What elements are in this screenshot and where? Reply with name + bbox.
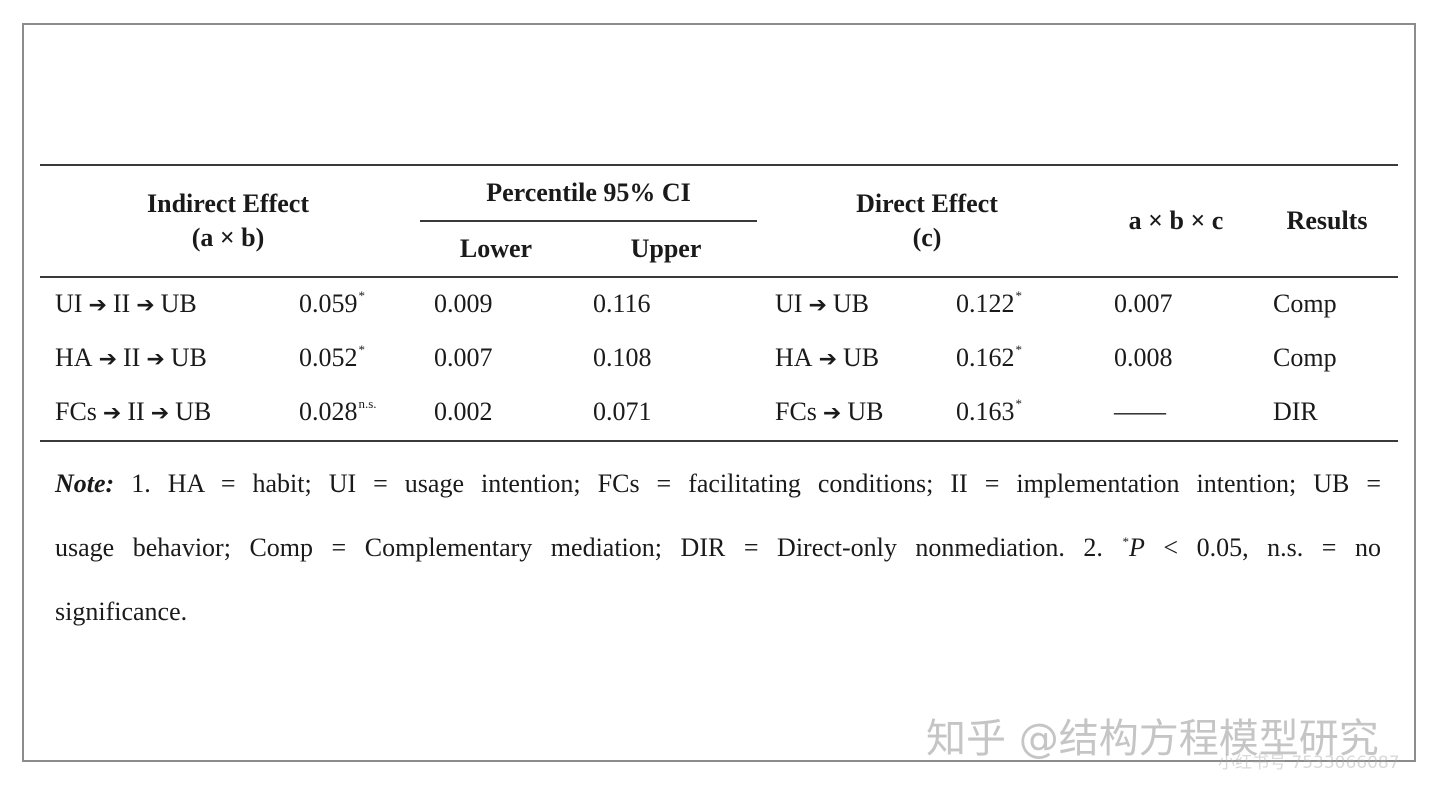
indirect-path: FCs ➔ II ➔ UB xyxy=(55,399,211,425)
path-node: HA xyxy=(775,343,813,372)
p-value-symbol: P xyxy=(1128,533,1145,562)
direct-path: FCs ➔ UB xyxy=(775,399,883,425)
path-node: UI xyxy=(775,289,803,318)
indirect-value: 0.028n.s. xyxy=(299,396,377,426)
path-node: HA xyxy=(55,343,93,372)
ci-upper: 0.108 xyxy=(593,343,652,372)
direct-path: UI ➔ UB xyxy=(775,291,869,317)
header-percentile-ci: Percentile 95% CI xyxy=(486,178,691,207)
arrow-right-icon: ➔ xyxy=(808,293,827,318)
header-lower: Lower xyxy=(459,234,533,263)
indirect-path: HA ➔ II ➔ UB xyxy=(55,345,207,371)
path-node: UB xyxy=(175,397,212,426)
header-direct-effect: Direct Effect (c) xyxy=(800,187,1054,255)
result-value: Comp xyxy=(1273,289,1337,318)
ci-lower: 0.009 xyxy=(434,289,493,318)
ci-lower: 0.007 xyxy=(434,343,493,372)
note-line-3: significance. xyxy=(55,597,188,626)
path-node: FCs xyxy=(775,397,817,426)
note-line-1-text: 1. HA = habit; UI = usage intention; FCs… xyxy=(131,469,1381,498)
direct-value-number: 0.163 xyxy=(956,397,1015,426)
note-label: Note: xyxy=(55,469,114,498)
header-bottom-rule xyxy=(40,276,1398,278)
arrow-right-icon: ➔ xyxy=(136,293,155,318)
arrow-right-icon: ➔ xyxy=(822,401,842,426)
direct-value-number: 0.122 xyxy=(956,289,1015,318)
arrow-right-icon: ➔ xyxy=(98,347,117,372)
path-node: UI xyxy=(55,289,83,318)
indirect-value: 0.059* xyxy=(299,288,366,318)
path-node: UB xyxy=(847,397,884,426)
significance-marker: n.s. xyxy=(358,396,377,411)
indirect-path: UI ➔ II ➔ UB xyxy=(55,291,197,317)
header-direct-effect-label: Direct Effect xyxy=(856,189,998,218)
watermark-main: 知乎 @结构方程模型研究 xyxy=(926,716,1379,762)
path-node: UB xyxy=(170,343,207,372)
path-node: UB xyxy=(843,343,880,372)
significance-marker: * xyxy=(1015,288,1023,303)
path-node: UB xyxy=(160,289,197,318)
abc-value: —— xyxy=(1114,397,1166,426)
path-node: II xyxy=(127,397,145,426)
header-indirect-effect-sub: (a × b) xyxy=(191,223,265,252)
header-indirect-effect-label: Indirect Effect xyxy=(147,189,309,218)
path-node: II xyxy=(123,343,141,372)
header-direct-effect-sub: (c) xyxy=(912,223,942,252)
path-node: FCs xyxy=(55,397,97,426)
note-line-2: usage behavior; Comp = Complementary med… xyxy=(55,516,1381,580)
arrow-right-icon: ➔ xyxy=(102,401,122,426)
table-note: Note: 1. HA = habit; UI = usage intentio… xyxy=(55,452,1381,644)
direct-value-number: 0.162 xyxy=(956,343,1015,372)
abc-value: 0.007 xyxy=(1114,289,1173,318)
arrow-right-icon: ➔ xyxy=(818,347,837,372)
header-indirect-effect: Indirect Effect (a × b) xyxy=(100,187,356,255)
header-results: Results xyxy=(1286,206,1368,235)
significance-marker: * xyxy=(1015,342,1023,357)
indirect-value: 0.052* xyxy=(299,342,366,372)
ci-upper: 0.071 xyxy=(593,397,652,426)
significance-marker: * xyxy=(358,342,366,357)
note-line-2-text-b: < 0.05, n.s. = no xyxy=(1163,533,1382,562)
direct-path: HA ➔ UB xyxy=(775,345,879,371)
note-label-text: Note: xyxy=(55,469,115,498)
result-value: Comp xyxy=(1273,343,1337,372)
page-frame xyxy=(22,23,1416,762)
direct-value: 0.163* xyxy=(956,396,1023,426)
note-line-1: Note: 1. HA = habit; UI = usage intentio… xyxy=(55,452,1381,516)
result-value: DIR xyxy=(1273,397,1318,426)
arrow-right-icon: ➔ xyxy=(146,347,165,372)
note-line-2-text-a: usage behavior; Comp = Complementary med… xyxy=(55,533,1103,562)
indirect-value-number: 0.028 xyxy=(299,397,358,426)
significance-marker: * xyxy=(1015,396,1023,411)
indirect-value-number: 0.059 xyxy=(299,289,358,318)
table-bottom-rule xyxy=(40,440,1398,442)
header-upper: Upper xyxy=(630,234,702,263)
path-node: UB xyxy=(832,289,869,318)
indirect-value-number: 0.052 xyxy=(299,343,358,372)
ci-span-rule xyxy=(420,220,757,222)
ci-upper: 0.116 xyxy=(593,289,651,318)
arrow-right-icon: ➔ xyxy=(88,293,107,318)
abc-value: 0.008 xyxy=(1114,343,1173,372)
path-node: II xyxy=(112,289,131,318)
header-abc: a × b × c xyxy=(1128,206,1224,235)
significance-marker: * xyxy=(358,288,366,303)
watermark-sub: 小红书号 7533066087 xyxy=(1218,753,1400,773)
direct-value: 0.162* xyxy=(956,342,1023,372)
direct-value: 0.122* xyxy=(956,288,1023,318)
table-top-rule xyxy=(40,164,1398,166)
significance-marker: * xyxy=(1122,534,1129,549)
ci-lower: 0.002 xyxy=(434,397,493,426)
arrow-right-icon: ➔ xyxy=(150,401,170,426)
